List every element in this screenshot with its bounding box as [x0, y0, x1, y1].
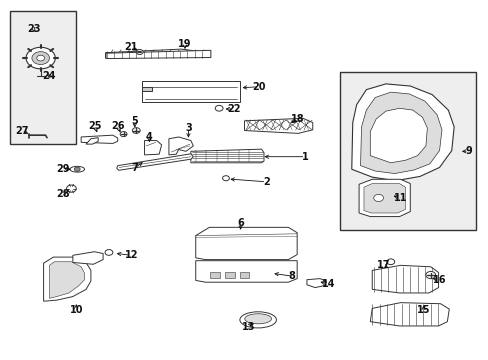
Polygon shape — [195, 227, 297, 260]
Circle shape — [136, 49, 143, 54]
Circle shape — [74, 167, 80, 171]
Text: 14: 14 — [321, 279, 334, 289]
Circle shape — [425, 271, 435, 279]
Polygon shape — [351, 84, 453, 181]
Text: 4: 4 — [146, 132, 152, 142]
Circle shape — [373, 194, 383, 202]
Polygon shape — [142, 81, 239, 102]
Polygon shape — [105, 49, 210, 58]
Text: 16: 16 — [432, 275, 446, 285]
Circle shape — [120, 132, 127, 136]
Circle shape — [386, 259, 394, 265]
Circle shape — [105, 249, 113, 255]
Polygon shape — [369, 303, 448, 326]
Text: 17: 17 — [376, 260, 390, 270]
Text: 6: 6 — [237, 218, 244, 228]
Text: 12: 12 — [124, 250, 138, 260]
Polygon shape — [73, 252, 103, 264]
Text: 1: 1 — [302, 152, 308, 162]
Polygon shape — [117, 154, 193, 170]
Polygon shape — [49, 262, 84, 298]
Polygon shape — [144, 140, 161, 155]
Text: 29: 29 — [56, 164, 69, 174]
Text: 9: 9 — [465, 146, 471, 156]
Polygon shape — [371, 265, 438, 293]
Ellipse shape — [244, 314, 271, 324]
Text: 18: 18 — [291, 114, 305, 124]
Ellipse shape — [240, 312, 276, 328]
Text: 5: 5 — [131, 116, 138, 126]
Text: 26: 26 — [111, 121, 124, 131]
Text: 28: 28 — [56, 189, 69, 199]
Text: 15: 15 — [416, 305, 429, 315]
Text: 24: 24 — [42, 71, 56, 81]
Polygon shape — [360, 92, 441, 174]
Text: 13: 13 — [241, 322, 255, 332]
Polygon shape — [142, 87, 152, 91]
Polygon shape — [190, 149, 264, 163]
Polygon shape — [195, 261, 297, 282]
Circle shape — [37, 55, 44, 61]
Text: 23: 23 — [27, 24, 41, 35]
Polygon shape — [168, 137, 193, 155]
Circle shape — [215, 105, 223, 111]
Text: 7: 7 — [131, 163, 138, 173]
Polygon shape — [86, 138, 98, 144]
Polygon shape — [81, 135, 118, 143]
Text: 21: 21 — [124, 42, 138, 52]
Circle shape — [222, 176, 229, 181]
Circle shape — [132, 128, 140, 134]
Circle shape — [26, 47, 55, 69]
Polygon shape — [358, 179, 409, 217]
Bar — [224, 272, 234, 278]
Text: 22: 22 — [226, 104, 240, 114]
Bar — [239, 272, 249, 278]
Bar — [10, 12, 76, 144]
Text: 25: 25 — [88, 121, 102, 131]
Text: 3: 3 — [184, 123, 191, 133]
Bar — [339, 72, 475, 230]
Circle shape — [32, 51, 49, 64]
Polygon shape — [43, 257, 91, 301]
Ellipse shape — [70, 166, 84, 172]
Polygon shape — [306, 279, 326, 288]
Circle shape — [66, 185, 76, 192]
Text: 11: 11 — [393, 193, 407, 203]
Polygon shape — [369, 108, 427, 163]
Polygon shape — [244, 118, 312, 134]
Text: 10: 10 — [69, 305, 83, 315]
Text: 19: 19 — [178, 39, 191, 49]
Text: 8: 8 — [288, 271, 295, 281]
Bar — [210, 272, 220, 278]
Text: 27: 27 — [15, 126, 28, 135]
Text: 20: 20 — [252, 82, 265, 92]
Polygon shape — [363, 184, 405, 213]
Text: 2: 2 — [263, 177, 269, 187]
